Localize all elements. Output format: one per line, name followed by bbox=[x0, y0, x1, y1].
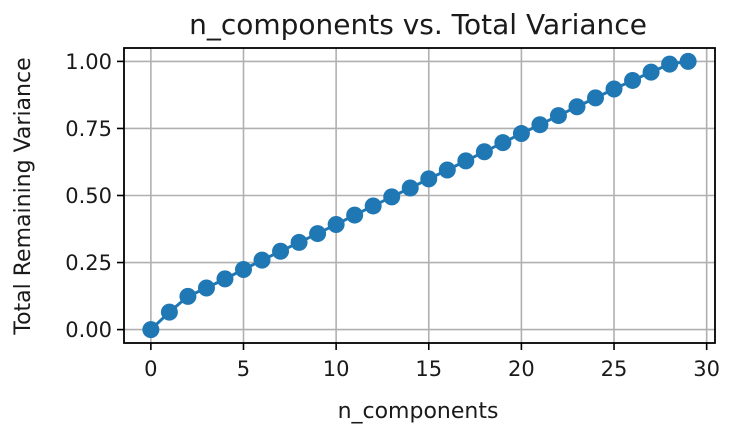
data-point bbox=[142, 321, 160, 339]
data-point bbox=[549, 107, 567, 125]
data-point bbox=[197, 279, 215, 297]
x-axis-label: n_components bbox=[338, 399, 499, 424]
data-point bbox=[587, 89, 605, 107]
data-point bbox=[661, 55, 679, 73]
data-point bbox=[624, 71, 642, 89]
data-point bbox=[512, 125, 530, 143]
ticks: 0 5 10 15 20 25 30 0.00 0.25 0.50 0.75 1.00 bbox=[65, 50, 720, 381]
data-point bbox=[401, 179, 419, 197]
data-point bbox=[364, 197, 382, 215]
grid bbox=[124, 48, 715, 343]
y-tick-label: 0.00 bbox=[65, 318, 112, 342]
x-tick-label: 15 bbox=[415, 357, 442, 381]
data-point bbox=[420, 170, 438, 188]
chart-title: n_components vs. Total Variance bbox=[189, 8, 647, 41]
x-tick-label: 20 bbox=[508, 357, 535, 381]
data-point bbox=[457, 152, 475, 170]
data-point bbox=[605, 80, 623, 98]
data-point bbox=[475, 143, 493, 161]
data-point bbox=[160, 303, 178, 321]
data-point bbox=[179, 287, 197, 305]
x-tick-label: 10 bbox=[323, 357, 350, 381]
data-point bbox=[642, 63, 660, 81]
data-point bbox=[679, 52, 697, 70]
data-point bbox=[309, 225, 327, 243]
y-tick-label: 1.00 bbox=[65, 50, 112, 74]
data-point bbox=[568, 98, 586, 116]
data-point bbox=[531, 116, 549, 134]
data-point bbox=[216, 270, 234, 288]
data-point bbox=[438, 161, 456, 179]
y-axis-label: Total Remaining Variance bbox=[11, 57, 36, 335]
y-tick-label: 0.75 bbox=[65, 117, 112, 141]
data-point bbox=[234, 261, 252, 279]
data-point bbox=[327, 215, 345, 233]
data-point bbox=[272, 242, 290, 260]
data-point bbox=[494, 134, 512, 152]
data-point bbox=[290, 233, 308, 251]
x-tick-label: 30 bbox=[693, 357, 720, 381]
data-point bbox=[383, 188, 401, 206]
data-point bbox=[346, 206, 364, 224]
x-tick-label: 5 bbox=[237, 357, 250, 381]
data-point bbox=[253, 251, 271, 269]
y-tick-label: 0.25 bbox=[65, 251, 112, 275]
x-tick-label: 0 bbox=[144, 357, 157, 381]
x-tick-label: 25 bbox=[601, 357, 628, 381]
series-group bbox=[142, 52, 697, 339]
y-tick-label: 0.50 bbox=[65, 184, 112, 208]
